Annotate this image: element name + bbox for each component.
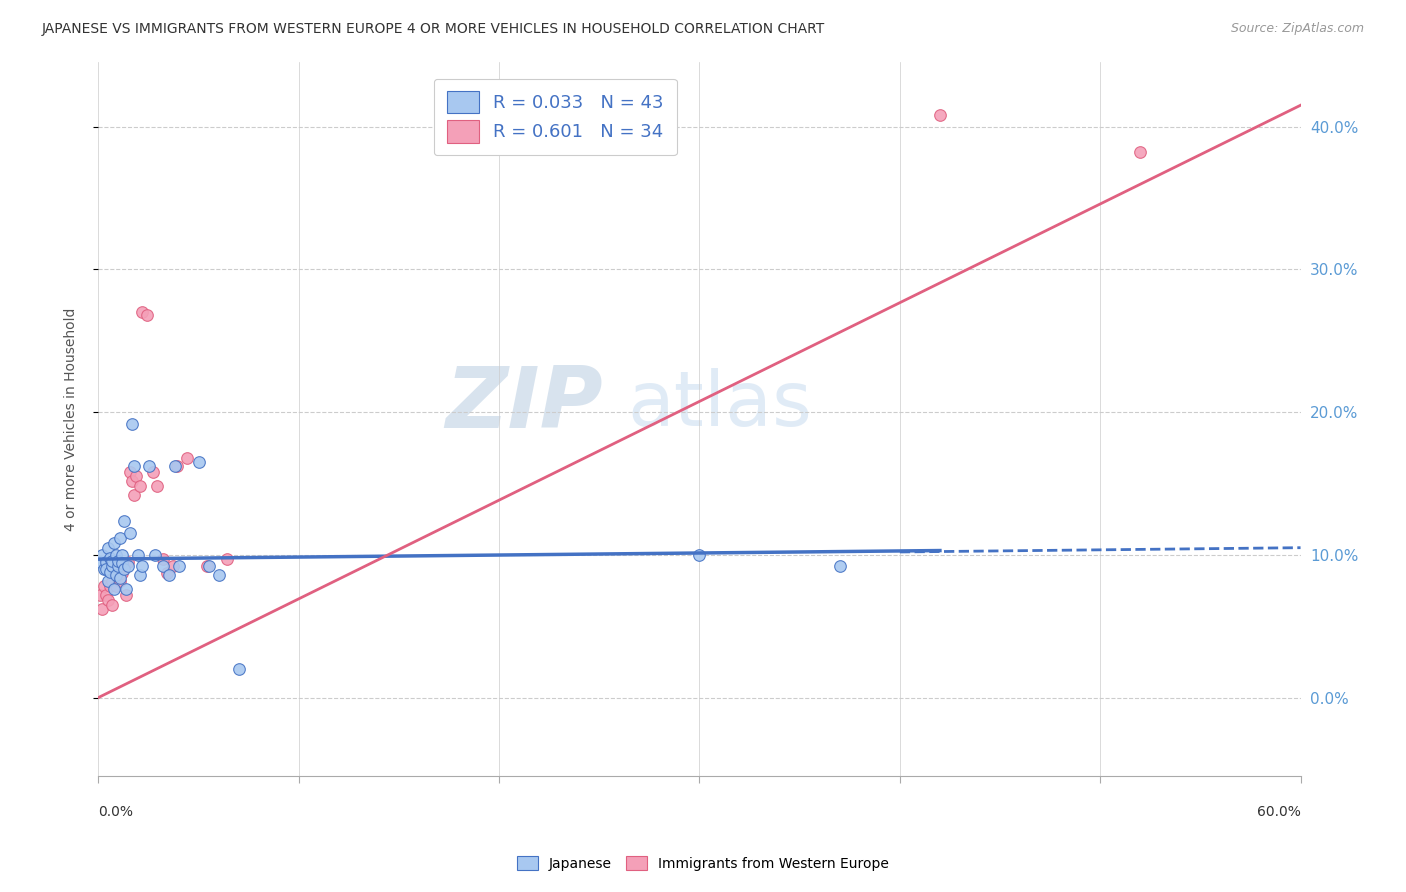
Point [111, 548, 134, 562]
Point [121, 474, 143, 488]
Point [1129, 145, 1152, 160]
Point [152, 552, 174, 566]
Point [125, 469, 148, 483]
Point [105, 567, 128, 582]
Point [96, 555, 118, 569]
Point [124, 488, 146, 502]
Point [93, 562, 115, 576]
Point [187, 455, 209, 469]
Point [107, 559, 129, 574]
Point [195, 559, 218, 574]
Point [110, 574, 132, 588]
Point [197, 559, 219, 574]
Point [166, 459, 188, 474]
Point [91, 548, 114, 562]
Point [117, 559, 139, 574]
Y-axis label: 4 or more Vehicles in Household: 4 or more Vehicles in Household [63, 308, 77, 531]
Point [152, 559, 174, 574]
Point [124, 459, 146, 474]
Point [96, 562, 118, 576]
Text: 60.0%: 60.0% [1257, 805, 1301, 819]
Point [135, 308, 157, 322]
Point [163, 459, 186, 474]
Point [120, 526, 142, 541]
Point [828, 559, 851, 574]
Point [928, 108, 950, 122]
Point [114, 562, 136, 576]
Point [97, 574, 120, 588]
Point [110, 531, 132, 545]
Point [131, 305, 153, 319]
Point [157, 567, 180, 582]
Text: 0.0%: 0.0% [98, 805, 134, 819]
Point [208, 567, 231, 582]
Point [101, 553, 124, 567]
Point [115, 588, 138, 602]
Point [114, 514, 136, 528]
Point [138, 459, 160, 474]
Point [117, 555, 139, 569]
Point [107, 569, 129, 583]
Point [101, 559, 124, 574]
Point [131, 559, 153, 574]
Point [103, 582, 125, 596]
Point [110, 571, 132, 585]
Point [91, 602, 114, 616]
Point [105, 548, 128, 562]
Point [100, 565, 122, 579]
Point [689, 548, 711, 562]
Point [145, 479, 167, 493]
Point [97, 593, 120, 607]
Point [162, 559, 184, 574]
Point [103, 562, 125, 576]
Legend: R = 0.033   N = 43, R = 0.601   N = 34: R = 0.033 N = 43, R = 0.601 N = 34 [434, 78, 676, 155]
Point [155, 566, 177, 581]
Point [101, 574, 124, 588]
Point [93, 579, 115, 593]
Point [111, 566, 134, 581]
Point [96, 588, 118, 602]
Point [100, 579, 122, 593]
Point [103, 536, 125, 550]
Point [129, 567, 152, 582]
Text: Source: ZipAtlas.com: Source: ZipAtlas.com [1230, 22, 1364, 36]
Point [101, 598, 124, 612]
Point [228, 662, 250, 676]
Point [89, 588, 111, 602]
Point [167, 559, 190, 574]
Text: atlas: atlas [627, 368, 813, 442]
Point [121, 417, 143, 431]
Point [215, 552, 238, 566]
Point [97, 541, 120, 555]
Point [111, 557, 134, 571]
Point [176, 450, 198, 465]
Point [143, 548, 166, 562]
Point [105, 579, 128, 593]
Point [114, 559, 136, 574]
Point [89, 555, 111, 569]
Point [100, 550, 122, 565]
Point [129, 479, 152, 493]
Point [120, 465, 142, 479]
Point [115, 582, 138, 596]
Point [141, 465, 163, 479]
Text: JAPANESE VS IMMIGRANTS FROM WESTERN EUROPE 4 OR MORE VEHICLES IN HOUSEHOLD CORRE: JAPANESE VS IMMIGRANTS FROM WESTERN EURO… [42, 22, 825, 37]
Point [107, 553, 129, 567]
Legend: Japanese, Immigrants from Western Europe: Japanese, Immigrants from Western Europe [512, 850, 894, 876]
Text: ZIP: ZIP [446, 363, 603, 447]
Point [128, 548, 150, 562]
